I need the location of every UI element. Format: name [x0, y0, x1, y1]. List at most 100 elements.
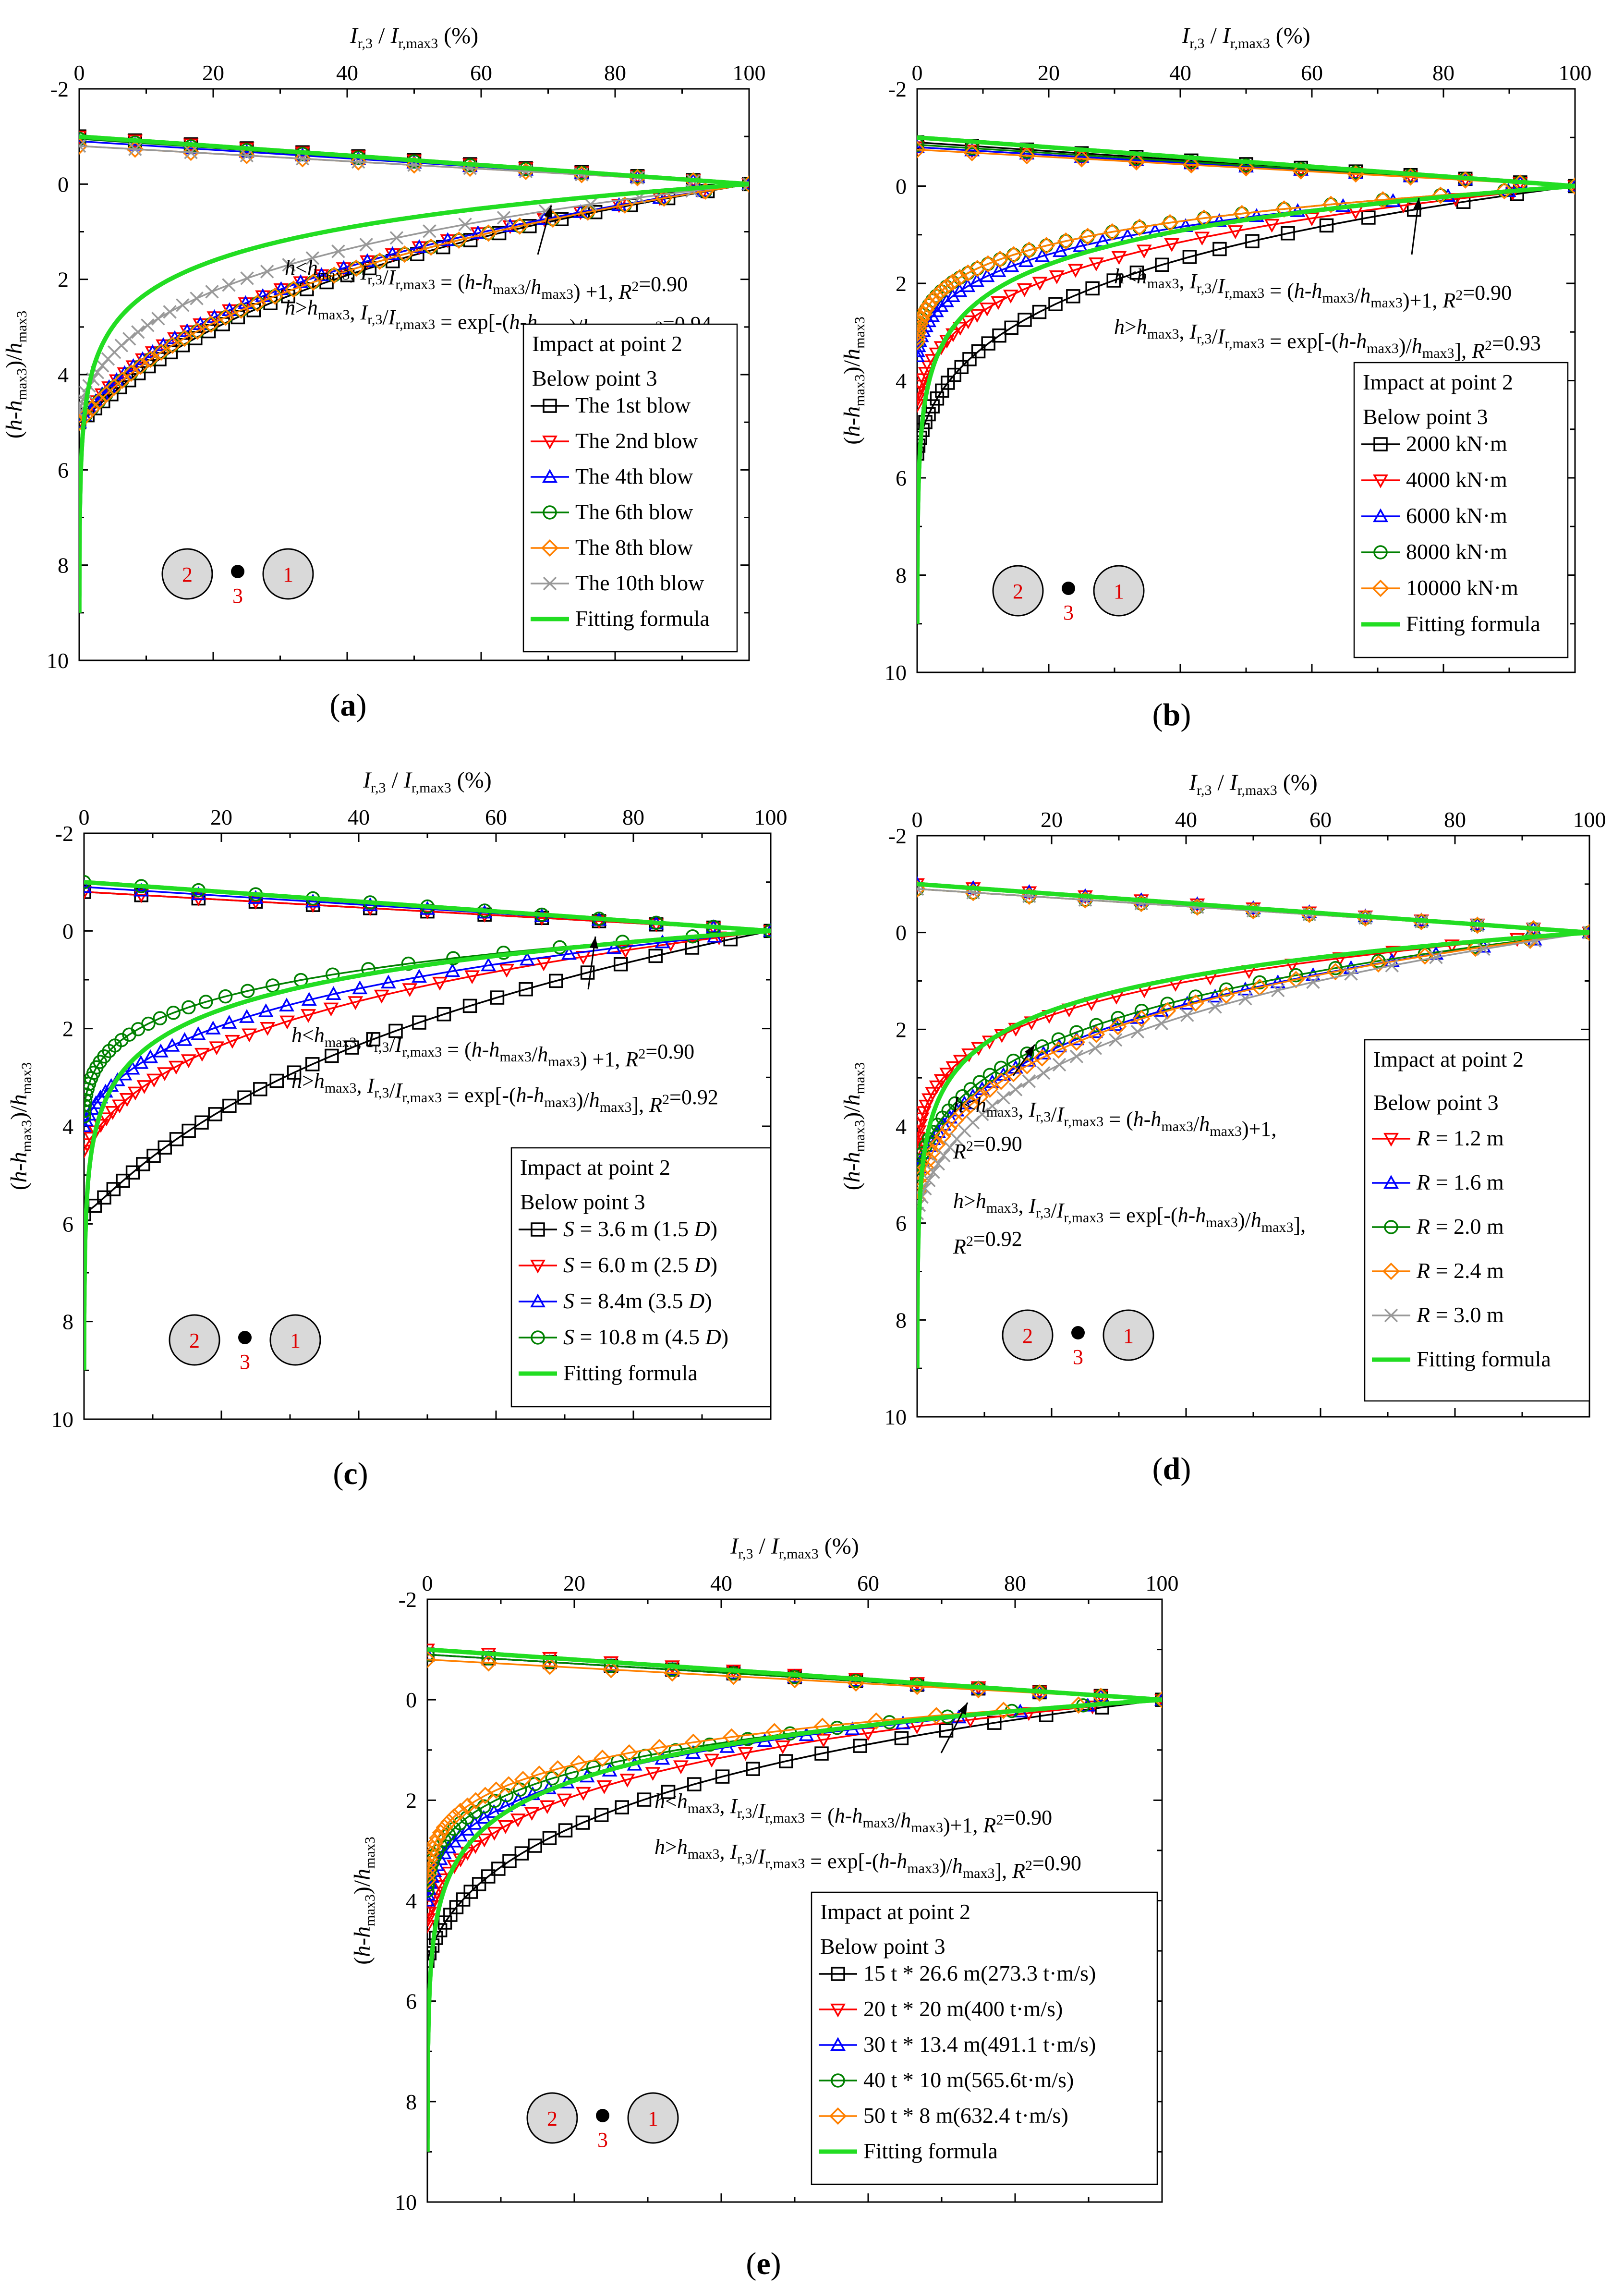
data-point [266, 287, 284, 305]
data-point [930, 391, 945, 406]
data-point [239, 1009, 255, 1023]
x-tick-label: 0 [79, 805, 90, 829]
data-point [1136, 244, 1152, 259]
data-point [954, 360, 969, 374]
x-tick-label: 40 [1175, 807, 1197, 832]
formula-exponential: h>hmax3, Ir,3/Ir,max3 = exp[-(h-hmax3)/h… [1114, 315, 1541, 363]
legend-label: S = 10.8 m (4.5 D) [563, 1325, 728, 1349]
data-point [124, 366, 138, 380]
data-point [511, 217, 529, 235]
data-point [1066, 289, 1080, 304]
data-point [202, 315, 220, 333]
legend-header: Impact at point 2 [1363, 370, 1513, 394]
data-point [926, 1165, 940, 1179]
data-point [476, 1833, 492, 1848]
data-point [917, 324, 927, 341]
y-axis-title: (h-hmax3)/hmax3 [1, 311, 30, 439]
data-point [514, 1846, 529, 1861]
data-point [464, 970, 480, 985]
legend-marker [1373, 545, 1388, 560]
data-point [651, 1739, 668, 1756]
data-point [450, 231, 468, 249]
x-tick-label: 0 [912, 807, 923, 832]
data-point [510, 1813, 526, 1827]
data-point [545, 212, 560, 226]
data-point [427, 1920, 435, 1934]
data-point [704, 1753, 720, 1768]
data-point [1154, 1016, 1168, 1031]
data-point [481, 957, 497, 972]
data-point [1208, 1000, 1222, 1014]
data-point [301, 1009, 316, 1023]
data-point [917, 301, 935, 318]
data-point [985, 1099, 999, 1113]
data-point [964, 142, 980, 157]
point-3-dot [596, 2109, 609, 2122]
data-point [1217, 986, 1235, 1004]
pile-1 [262, 548, 314, 600]
data-point [1271, 983, 1285, 998]
legend-label: R = 1.2 m [1416, 1126, 1504, 1150]
legend-label: R = 1.6 m [1416, 1170, 1504, 1194]
data-point [1155, 257, 1169, 272]
x-tick-label: 100 [1559, 61, 1592, 85]
y-tick-label: 10 [885, 660, 907, 685]
legend-marker [831, 2073, 845, 2088]
data-point [951, 269, 969, 287]
data-point [112, 1099, 127, 1114]
y-tick-label: 0 [896, 921, 907, 945]
legend-label: Fitting formula [863, 2139, 998, 2163]
legend-label: R = 3.0 m [1416, 1302, 1504, 1327]
data-point [491, 1862, 506, 1876]
data-point [238, 146, 255, 164]
point-3-dot [1071, 1326, 1085, 1339]
legend-label: 4000 kN·m [1406, 467, 1507, 492]
legend-label: 30 t * 13.4 m(491.1 t·m/s) [863, 2032, 1096, 2057]
formula-linear: h<hmax3, Ir,3/Ir,max3 = (h-hmax3/hmax3)+… [1114, 265, 1512, 312]
data-point [240, 271, 254, 285]
x-tick-label: 20 [1041, 807, 1063, 832]
data-point [468, 1840, 484, 1854]
data-point [282, 258, 296, 272]
legend-label: S = 8.4m (3.5 D) [563, 1289, 712, 1313]
data-point [209, 1041, 225, 1056]
data-point [994, 1702, 1012, 1719]
data-point [286, 282, 301, 296]
data-point [979, 268, 995, 282]
data-point [742, 177, 749, 191]
point-3-label: 3 [240, 1350, 250, 1374]
data-point [1038, 237, 1055, 255]
data-point [557, 1793, 572, 1808]
fitting-formula-line [84, 880, 771, 1371]
legend-marker [541, 539, 559, 557]
data-point [95, 359, 109, 373]
x-tick-label: 40 [348, 805, 370, 829]
data-point [366, 1032, 381, 1047]
data-point [93, 1089, 109, 1104]
data-point [141, 318, 155, 332]
data-point [1431, 186, 1449, 204]
data-point [345, 1040, 359, 1055]
data-point [1033, 1049, 1051, 1067]
data-point [347, 259, 365, 277]
x-tick-label: 0 [74, 61, 85, 85]
x-tick-label: 0 [912, 61, 923, 85]
data-point [427, 1906, 437, 1921]
data-point [397, 247, 412, 261]
data-point [1036, 1066, 1051, 1080]
legend-header: Impact at point 2 [520, 1155, 670, 1180]
data-point [84, 1087, 94, 1102]
data-point [917, 334, 924, 349]
data-point [427, 1892, 435, 1907]
data-point [165, 338, 180, 353]
x-axis-title: Ir,3 / Ir,max3 (%) [350, 23, 479, 51]
data-point [991, 263, 1006, 277]
data-point [189, 322, 206, 340]
data-point [336, 260, 351, 274]
data-point [580, 965, 595, 980]
data-point [119, 1093, 135, 1107]
data-point [654, 934, 670, 949]
data-point [952, 283, 968, 297]
